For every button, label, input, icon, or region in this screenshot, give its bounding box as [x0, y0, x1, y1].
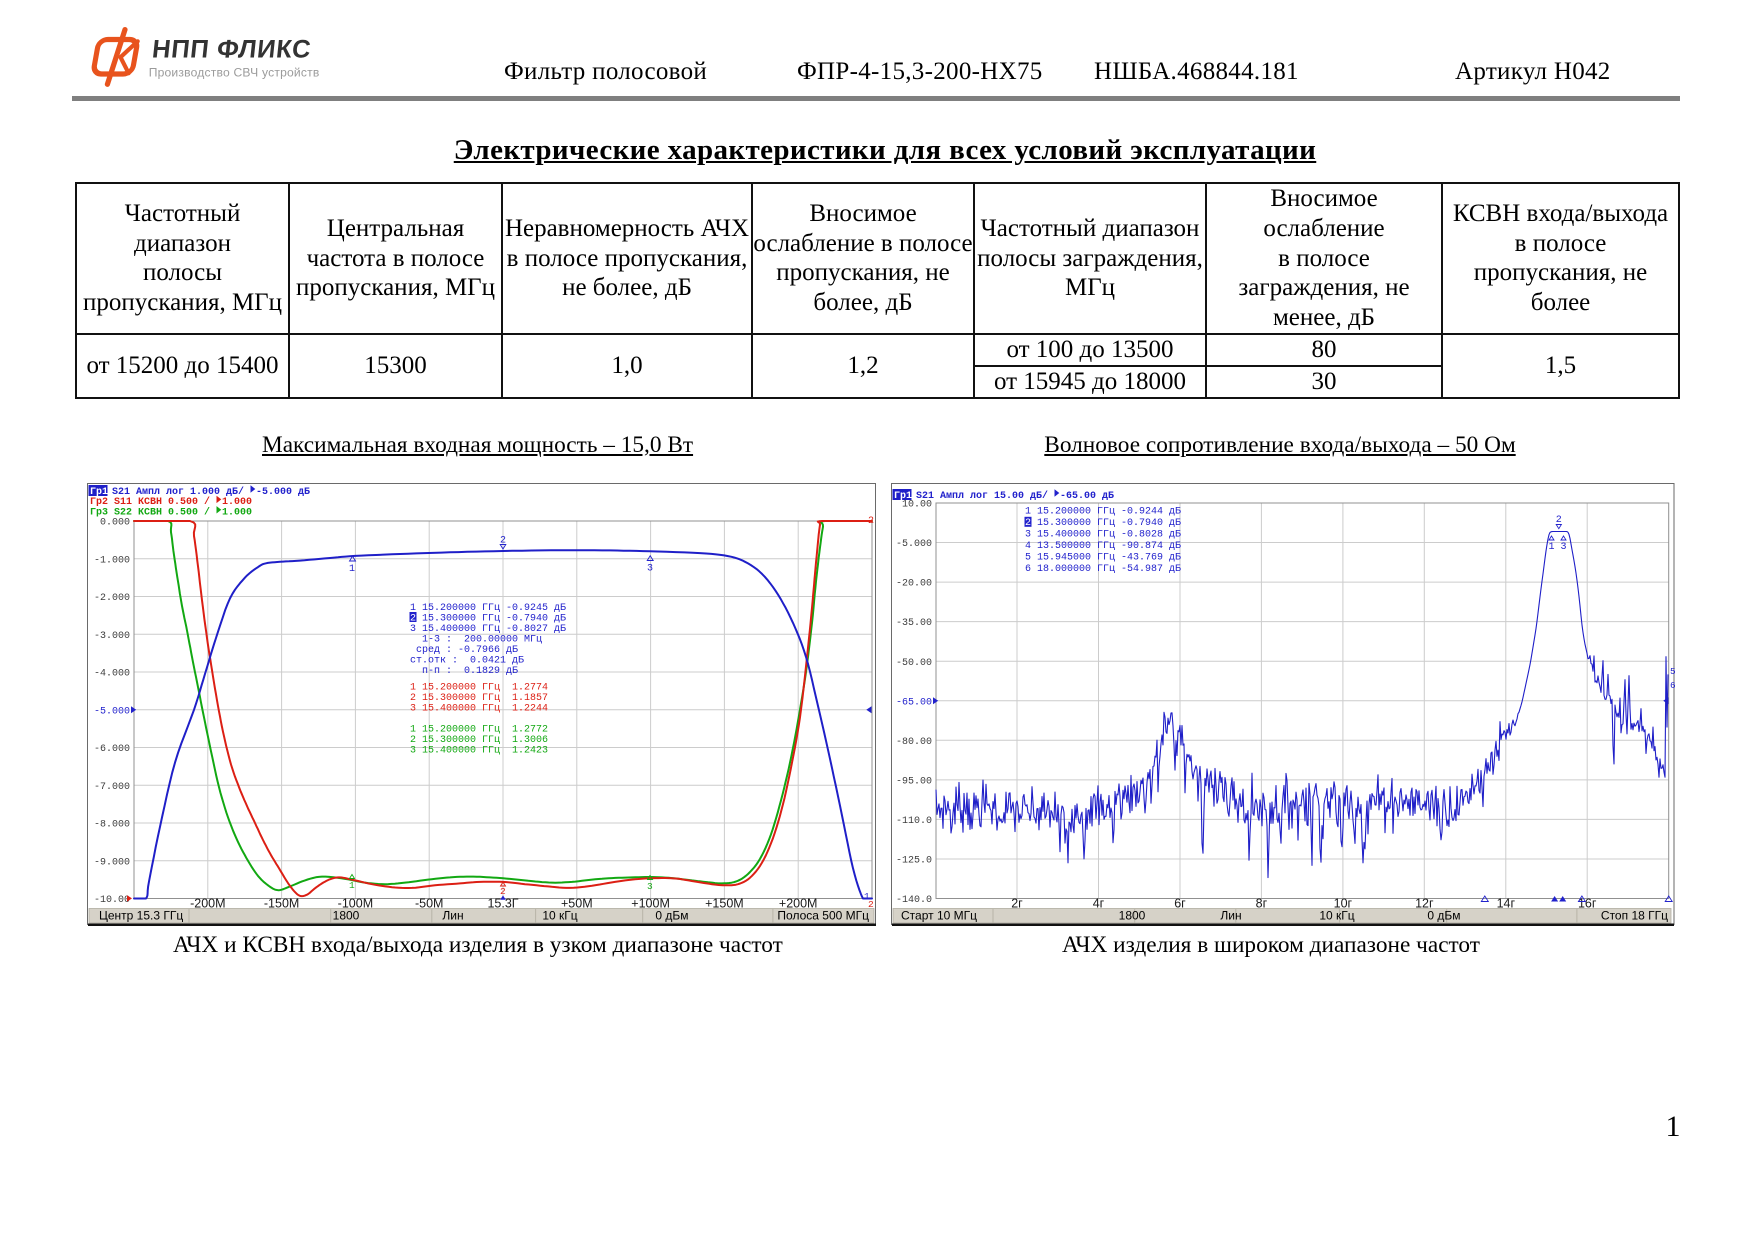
svg-text:1 15.200000 ГГц 1.2772: 1 15.200000 ГГц 1.2772 [410, 725, 548, 736]
svg-text:1: 1 [864, 891, 870, 902]
svg-text:3: 3 [1560, 542, 1566, 553]
svg-text:1800: 1800 [1119, 909, 1146, 923]
svg-text:3 15.400000 ГГц -0.8028 дБ: 3 15.400000 ГГц -0.8028 дБ [1025, 530, 1181, 541]
svg-text:Гр1: Гр1 [90, 487, 108, 498]
svg-text:0.000: 0.000 [100, 518, 130, 529]
svg-text:2: 2 [500, 886, 506, 897]
svg-text:3 15.400000 ГГц 1.2244: 3 15.400000 ГГц 1.2244 [410, 704, 548, 715]
svg-text:НПП ФЛИКС: НПП ФЛИКС [151, 36, 313, 64]
svg-text:S21 Ампл лог 15.00 дБ/ -65.00: S21 Ампл лог 15.00 дБ/ -65.00 дБ [916, 490, 1114, 502]
svg-text:Старт 10 МГц: Старт 10 МГц [901, 909, 977, 923]
svg-text:1: 1 [349, 880, 355, 891]
svg-text:16г: 16г [1578, 897, 1597, 911]
svg-text:0 дБм: 0 дБм [1427, 909, 1460, 923]
svg-text:-35.00: -35.00 [896, 618, 932, 629]
svg-text:4 13.500000 ГГц -90.874 дБ: 4 13.500000 ГГц -90.874 дБ [1025, 541, 1181, 552]
svg-text:Центр 15.3 ГГц: Центр 15.3 ГГц [99, 909, 183, 923]
svg-text:Гр2 S11 КСВН 0.500 / 1.000: Гр2 S11 КСВН 0.500 / 1.000 [90, 496, 252, 508]
svg-text:S21 Ампл лог 1.000 дБ/ -5.000: S21 Ампл лог 1.000 дБ/ -5.000 дБ [112, 486, 310, 498]
svg-text:+150М: +150М [705, 897, 744, 911]
svg-text:-150М: -150М [264, 897, 299, 911]
svg-text:-10.00: -10.00 [94, 895, 130, 906]
svg-text:-200М: -200М [190, 897, 225, 911]
svg-text:-50.00: -50.00 [896, 658, 932, 669]
svg-text:4г: 4г [1093, 897, 1105, 911]
svg-text:-9.000: -9.000 [94, 857, 130, 868]
svg-text:1-3 : 200.00000 МГц: 1-3 : 200.00000 МГц [410, 635, 542, 646]
svg-text:-2.000: -2.000 [94, 593, 130, 604]
svg-text:2: 2 [410, 614, 416, 625]
svg-text:2 15.300000 ГГц 1.3006: 2 15.300000 ГГц 1.3006 [410, 735, 548, 746]
svg-text:Гр1: Гр1 [894, 491, 912, 502]
svg-text:0 дБм: 0 дБм [655, 909, 688, 923]
svg-text:-80.00: -80.00 [896, 737, 932, 748]
svg-text:-100М: -100М [338, 897, 373, 911]
svg-text:15.3Г: 15.3Г [487, 897, 518, 911]
svg-text:1 15.200000 ГГц -0.9244 дБ: 1 15.200000 ГГц -0.9244 дБ [1025, 507, 1181, 518]
svg-text:-125.0: -125.0 [896, 856, 932, 867]
svg-text:1 15.200000 ГГц 1.2774: 1 15.200000 ГГц 1.2774 [410, 683, 548, 694]
svg-text:-20.00: -20.00 [896, 579, 932, 590]
svg-text:1800: 1800 [333, 909, 360, 923]
svg-text:2: 2 [868, 899, 874, 910]
svg-text:10.00: 10.00 [902, 500, 932, 511]
svg-text:-1.000: -1.000 [94, 555, 130, 566]
svg-text:2 15.300000 ГГц -0.7940 дБ: 2 15.300000 ГГц -0.7940 дБ [410, 614, 566, 625]
svg-text:10г: 10г [1334, 897, 1353, 911]
svg-text:2: 2 [1556, 515, 1562, 526]
svg-text:+100М: +100М [631, 897, 670, 911]
svg-text:5 15.945000 ГГц -43.769 дБ: 5 15.945000 ГГц -43.769 дБ [1025, 553, 1181, 564]
svg-text:Производство СВЧ устройств: Производство СВЧ устройств [149, 66, 320, 80]
svg-text:-65.00: -65.00 [896, 697, 932, 708]
svg-text:-5.000: -5.000 [896, 539, 932, 550]
svg-text:Полоса 500 МГц: Полоса 500 МГц [777, 909, 869, 923]
svg-text:-8.000: -8.000 [94, 820, 130, 831]
svg-text:1: 1 [349, 564, 355, 575]
svg-text:2 15.300000 ГГц -0.7940 дБ: 2 15.300000 ГГц -0.7940 дБ [1025, 518, 1181, 529]
svg-text:2: 2 [1025, 518, 1031, 529]
svg-text:Лин: Лин [442, 909, 463, 923]
svg-text:-3.000: -3.000 [94, 631, 130, 642]
svg-text:-6.000: -6.000 [94, 744, 130, 755]
svg-text:Стоп 18 ГГц: Стоп 18 ГГц [1601, 909, 1668, 923]
svg-text:-140.0: -140.0 [896, 895, 932, 906]
svg-text:10 кГц: 10 кГц [1319, 909, 1354, 923]
svg-text:сред : -0.7966 дБ: сред : -0.7966 дБ [410, 645, 518, 656]
svg-text:Лин: Лин [1220, 909, 1241, 923]
svg-text:2 15.300000 ГГц 1.1857: 2 15.300000 ГГц 1.1857 [410, 693, 548, 704]
svg-text:3 15.400000 ГГц -0.8027 дБ: 3 15.400000 ГГц -0.8027 дБ [410, 624, 566, 635]
svg-text:3 15.400000 ГГц 1.2423: 3 15.400000 ГГц 1.2423 [410, 746, 548, 757]
svg-text:3: 3 [647, 564, 653, 575]
svg-text:1 15.200000 ГГц -0.9245 дБ: 1 15.200000 ГГц -0.9245 дБ [410, 603, 566, 614]
svg-text:3: 3 [647, 881, 653, 892]
svg-text:10 кГц: 10 кГц [542, 909, 577, 923]
svg-text:-110.0: -110.0 [896, 816, 932, 827]
svg-text:6: 6 [1670, 680, 1675, 691]
svg-text:6г: 6г [1174, 897, 1186, 911]
svg-text:2г: 2г [1011, 897, 1023, 911]
svg-text:-4.000: -4.000 [94, 669, 130, 680]
svg-text:п-п : 0.1829 дБ: п-п : 0.1829 дБ [410, 666, 518, 677]
svg-text:2: 2 [500, 536, 506, 547]
svg-text:12г: 12г [1415, 897, 1434, 911]
svg-text:+50М: +50М [561, 897, 593, 911]
svg-text:5: 5 [1670, 666, 1675, 677]
svg-text:+200М: +200М [779, 897, 818, 911]
svg-text:14г: 14г [1497, 897, 1516, 911]
svg-text:-5.000: -5.000 [94, 706, 130, 717]
svg-text:1: 1 [1548, 542, 1554, 553]
svg-text:ст.отк : 0.0421 дБ: ст.отк : 0.0421 дБ [410, 656, 524, 667]
svg-text:-50М: -50М [415, 897, 443, 911]
svg-text:8г: 8г [1256, 897, 1268, 911]
svg-text:-95.00: -95.00 [896, 776, 932, 787]
svg-text:Гр3 S22 КСВН 0.500 / 1.000: Гр3 S22 КСВН 0.500 / 1.000 [90, 507, 252, 519]
svg-text:-7.000: -7.000 [94, 782, 130, 793]
svg-text:2: 2 [868, 516, 874, 527]
svg-text:6 18.000000 ГГц -54.987 дБ: 6 18.000000 ГГц -54.987 дБ [1025, 564, 1181, 575]
